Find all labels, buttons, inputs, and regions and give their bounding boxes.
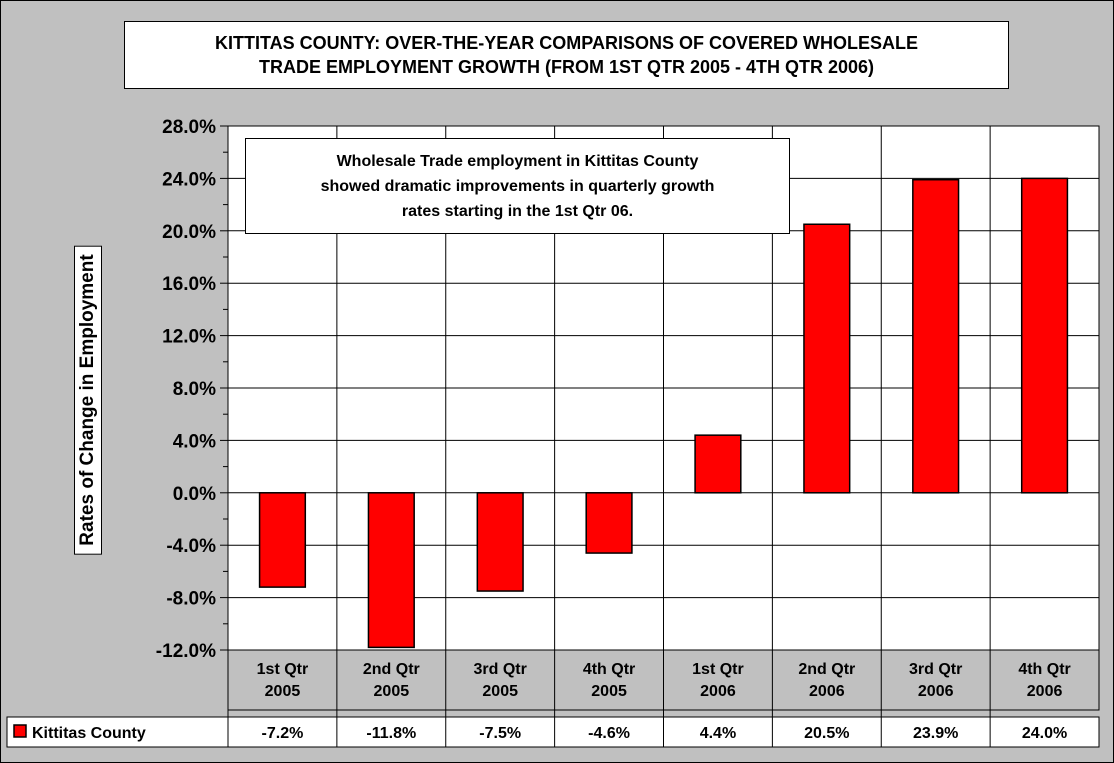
- category-label: 3rd Qtr: [474, 661, 527, 678]
- bar: [803, 223, 851, 494]
- bar: [367, 492, 415, 649]
- category-label: 2005: [265, 683, 301, 700]
- data-value-label: 20.5%: [804, 725, 849, 742]
- data-value-label: 23.9%: [913, 725, 958, 742]
- annotation-line-1: Wholesale Trade employment in Kittitas C…: [336, 152, 699, 170]
- annotation-line-3: rates starting in the 1st Qtr 06.: [401, 202, 634, 220]
- y-tick-label: 20.0%: [162, 222, 216, 243]
- category-label: 4th Qtr: [1018, 661, 1070, 678]
- category-label: 3rd Qtr: [909, 661, 962, 678]
- category-label: 2006: [1027, 683, 1063, 700]
- legend-row-bg: [6, 716, 1100, 748]
- category-label: 1st Qtr: [257, 661, 309, 678]
- bar: [912, 178, 960, 494]
- annotation-box: Wholesale Trade employment in Kittitas C…: [245, 138, 790, 234]
- legend-series-name: Kittitas County: [32, 725, 146, 742]
- bar: [476, 492, 524, 592]
- y-tick-label: -12.0%: [156, 641, 216, 662]
- annotation-line-2: showed dramatic improvements in quarterl…: [320, 177, 715, 195]
- category-label: 2005: [374, 683, 410, 700]
- y-tick-label: 24.0%: [162, 169, 216, 190]
- category-label: 2006: [809, 683, 845, 700]
- data-value-label: -7.5%: [479, 725, 521, 742]
- chart-title-line-1: KITTITAS COUNTY: OVER-THE-YEAR COMPARISO…: [214, 33, 918, 53]
- category-label: 2006: [918, 683, 954, 700]
- category-label: 2006: [700, 683, 736, 700]
- data-value-label: 4.4%: [700, 725, 736, 742]
- y-tick-label: 28.0%: [162, 117, 216, 138]
- category-label: 1st Qtr: [692, 661, 744, 678]
- y-tick-label: -4.0%: [166, 536, 216, 557]
- category-label: 4th Qtr: [583, 661, 635, 678]
- y-tick-label: 0.0%: [173, 484, 216, 505]
- chart-title-line-2: TRADE EMPLOYMENT GROWTH (FROM 1ST QTR 20…: [258, 57, 875, 77]
- category-label: 2005: [591, 683, 627, 700]
- data-value-label: -4.6%: [588, 725, 630, 742]
- y-tick-label: 12.0%: [162, 327, 216, 348]
- y-tick-label: -8.0%: [166, 589, 216, 610]
- y-tick-label: 16.0%: [162, 274, 216, 295]
- category-label: 2nd Qtr: [363, 661, 420, 678]
- y-tick-label: 8.0%: [173, 379, 216, 400]
- data-value-label: -7.2%: [262, 725, 304, 742]
- legend-swatch: [13, 724, 27, 738]
- y-tick-label: 4.0%: [173, 431, 216, 452]
- bar: [1020, 177, 1069, 494]
- bar: [585, 492, 633, 554]
- bar: [694, 434, 742, 494]
- bar: [258, 492, 307, 588]
- category-label: 2nd Qtr: [798, 661, 855, 678]
- data-value-label: 24.0%: [1022, 725, 1067, 742]
- data-value-label: -11.8%: [366, 725, 416, 742]
- chart-title: KITTITAS COUNTY: OVER-THE-YEAR COMPARISO…: [124, 21, 1009, 89]
- category-label: 2005: [482, 683, 518, 700]
